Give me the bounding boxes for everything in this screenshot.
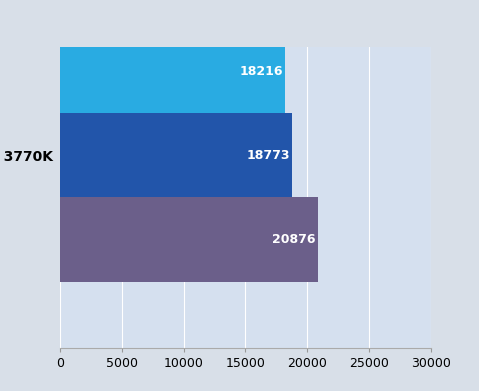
Text: 20876: 20876 <box>272 233 316 246</box>
Bar <box>60 29 285 113</box>
Bar <box>60 113 292 197</box>
Bar <box>60 197 318 282</box>
Bar <box>60 390 413 391</box>
Text: 18216: 18216 <box>240 65 283 77</box>
Text: 18773: 18773 <box>246 149 290 162</box>
